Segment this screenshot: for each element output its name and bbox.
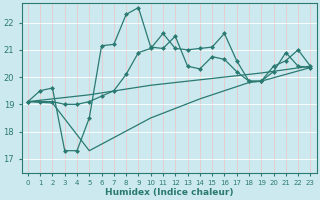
X-axis label: Humidex (Indice chaleur): Humidex (Indice chaleur) xyxy=(105,188,233,197)
